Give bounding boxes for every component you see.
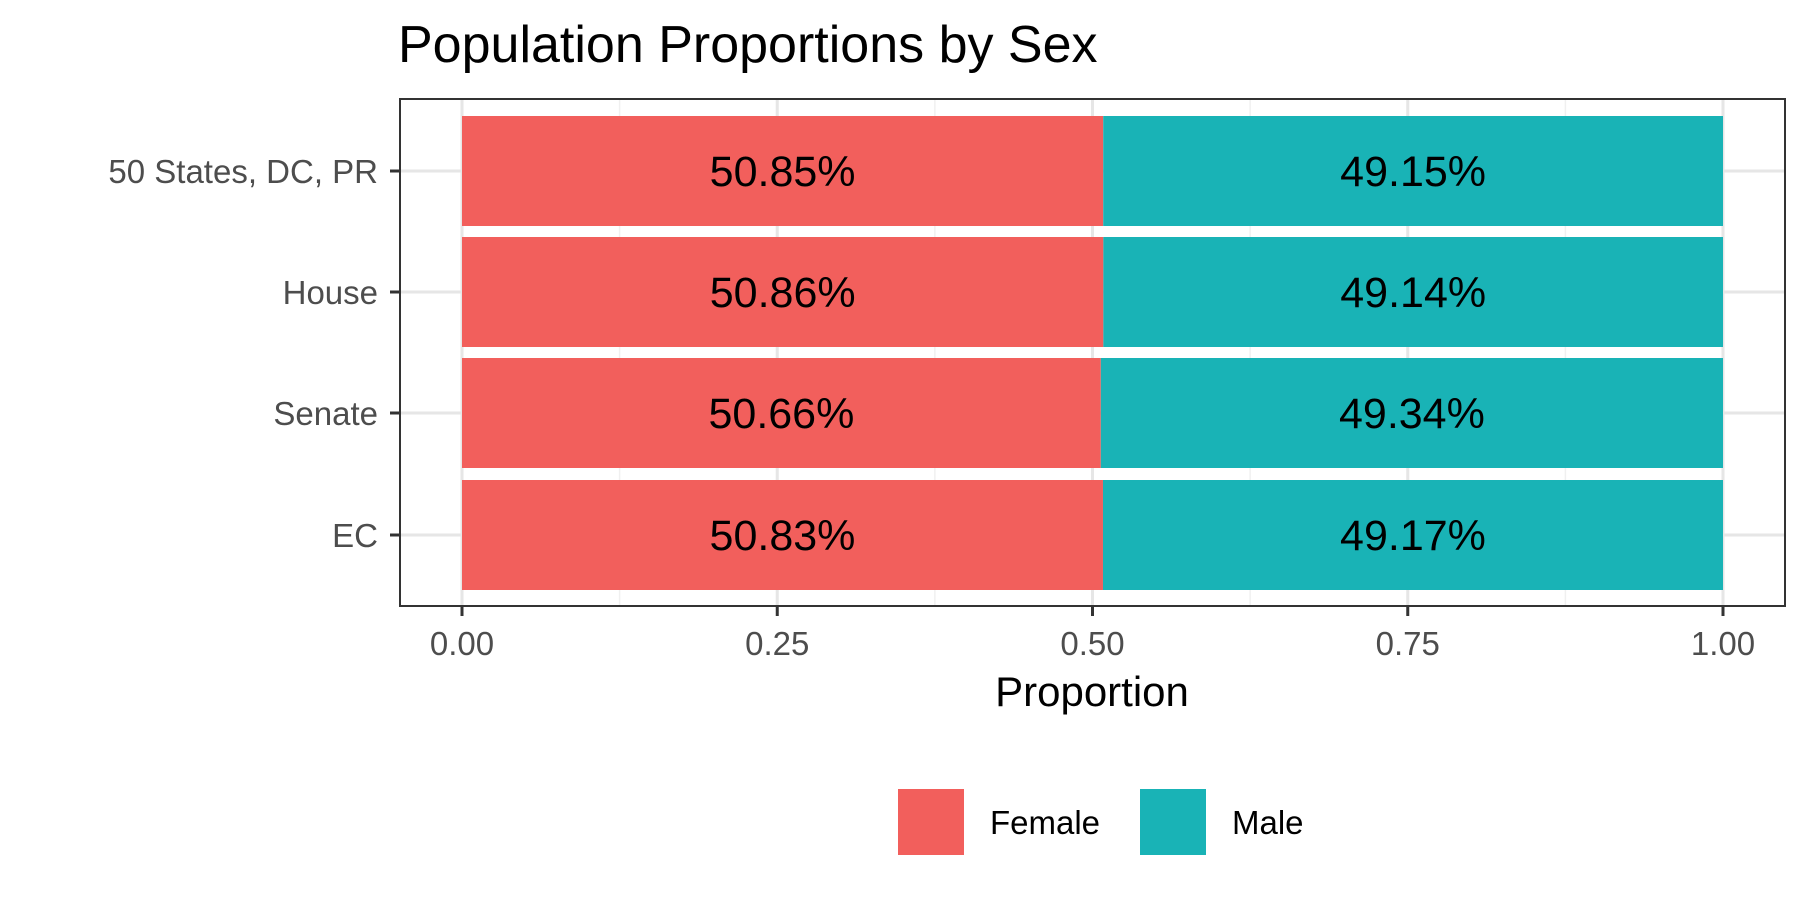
y-axis: 50 States, DC, PR House Senate EC — [108, 153, 400, 554]
data-label-male: 49.17% — [1340, 512, 1486, 560]
bar-female — [462, 480, 1103, 590]
x-axis-label: Proportion — [995, 668, 1189, 715]
x-tick-label: 1.00 — [1691, 625, 1755, 662]
data-label-male: 49.15% — [1340, 148, 1486, 196]
bar-male — [1103, 116, 1723, 226]
legend-label-male: Male — [1232, 804, 1304, 841]
bars: 50.85% 49.15% 50.86% 49.14% 50.66% 49.34% 50.8… — [462, 116, 1723, 590]
legend-key-male — [1140, 789, 1206, 855]
data-label-male: 49.14% — [1340, 269, 1486, 317]
y-tick-label: EC — [332, 517, 378, 554]
data-label-male: 49.34% — [1339, 390, 1485, 438]
y-tick-label: Senate — [273, 395, 378, 432]
x-tick-label: 0.25 — [745, 625, 809, 662]
x-axis: 0.00 0.25 0.50 0.75 1.00 — [430, 606, 1755, 662]
y-tick-label: House — [283, 274, 378, 311]
bar-female — [462, 358, 1101, 468]
data-label-female: 50.66% — [708, 390, 854, 438]
bar-female — [462, 237, 1104, 347]
y-tick-label: 50 States, DC, PR — [108, 153, 378, 190]
data-label-female: 50.83% — [710, 512, 856, 560]
data-label-female: 50.86% — [710, 269, 856, 317]
chart-title: Population Proportions by Sex — [398, 16, 1098, 74]
bar-male — [1100, 358, 1723, 468]
bar-male — [1103, 237, 1723, 347]
bar-male — [1102, 480, 1723, 590]
data-label-female: 50.85% — [710, 148, 856, 196]
legend-key-female — [898, 789, 964, 855]
x-tick-label: 0.75 — [1376, 625, 1440, 662]
x-tick-label: 0.50 — [1060, 625, 1124, 662]
legend-label-female: Female — [990, 804, 1100, 841]
x-tick-label: 0.00 — [430, 625, 494, 662]
legend: Female Male — [898, 789, 1304, 855]
bar-female — [462, 116, 1104, 226]
